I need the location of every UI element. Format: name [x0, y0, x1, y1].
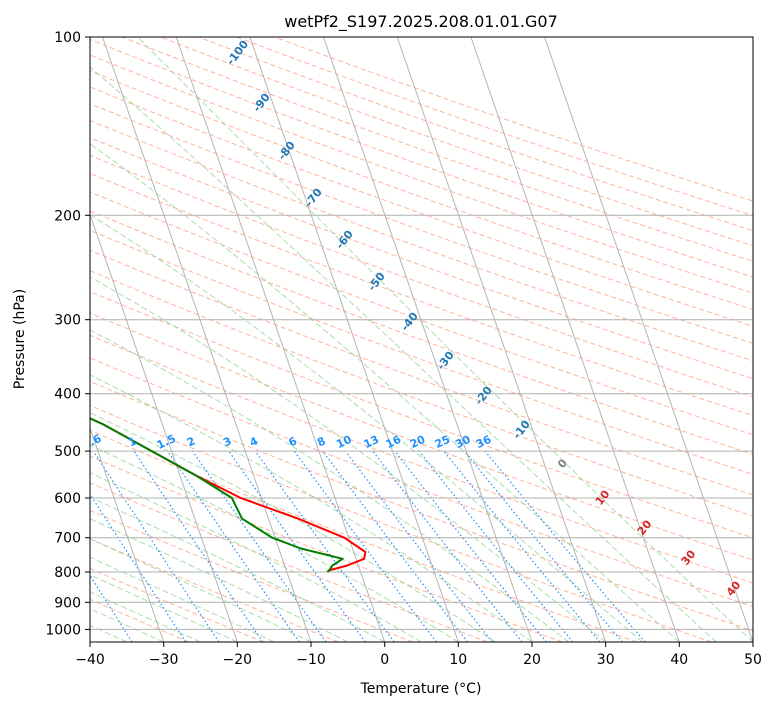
- moist-adiabat-line: [137, 37, 753, 642]
- y-tick-label: 800: [54, 565, 81, 581]
- y-tick-label: 400: [54, 387, 81, 403]
- dry-adiabat-line: [90, 70, 753, 311]
- moist-adiabat-line: [90, 574, 238, 642]
- mixing-ratio-label: 10: [334, 433, 354, 451]
- moist-adiabats: [90, 37, 753, 642]
- dry-adiabats: [90, 37, 753, 642]
- mixing-ratio-label: 13: [362, 433, 381, 451]
- x-tick-label: 50: [744, 652, 762, 668]
- mixing-ratio-label: 20: [408, 433, 428, 451]
- moist-adiabat-line: [90, 591, 201, 642]
- mixing-ratio-line: [394, 450, 547, 642]
- dewpoint-line: [90, 417, 344, 573]
- dry-adiabat-line: [90, 54, 753, 294]
- isotherm-line: [323, 37, 533, 642]
- moist-adiabat-line: [90, 412, 496, 642]
- x-tick-label: −30: [149, 652, 179, 668]
- isotherm-line: [90, 212, 238, 642]
- moist-adiabat-line: [90, 214, 643, 642]
- mixing-ratio-label: 16: [384, 433, 404, 451]
- dry-adiabat-line: [90, 598, 189, 642]
- x-tick-label: 40: [670, 652, 688, 668]
- x-tick-label: 0: [380, 652, 389, 668]
- dry-adiabat-line: [90, 357, 753, 608]
- axes: −40 −30 −20 −10 0 10 20 30 40 50 100 200 300 400 500 60…: [45, 30, 762, 668]
- moist-adiabat-line: [90, 556, 275, 642]
- y-tick-label: 1000: [45, 622, 81, 638]
- dry-adiabat-line: [90, 229, 753, 475]
- isotherm-line: [470, 37, 680, 642]
- y-tick-label: 200: [54, 208, 81, 224]
- moist-adiabat-line: [90, 374, 533, 642]
- x-tick-label: 20: [523, 652, 541, 668]
- y-tick-label: 500: [54, 444, 81, 460]
- moist-adiabat-line: [90, 518, 349, 642]
- isotherm-line: [90, 426, 165, 642]
- isotherm-line: [102, 37, 312, 642]
- plot-area: -100-90-80-70-60-50-40-30-20-100.10.20.4…: [90, 37, 753, 642]
- dry-adiabat-line: [90, 270, 753, 517]
- mixing-ratio-line: [293, 450, 437, 642]
- y-tick-label: 900: [54, 595, 81, 611]
- moist-adiabat-line: [90, 329, 570, 642]
- mixing-ratio-line: [463, 450, 623, 642]
- y-tick-label: 100: [54, 30, 81, 46]
- dry-adiabat-line: [90, 509, 414, 642]
- y-tick-label: 700: [54, 531, 81, 547]
- mixing-ratio-line: [484, 450, 646, 642]
- moist-adiabat-line: [90, 276, 606, 642]
- mixing-ratio-label: 30: [453, 433, 473, 451]
- mixing-ratio-line: [192, 450, 327, 642]
- mixing-ratio-line: [167, 450, 300, 642]
- mixing-ratio-line: [133, 450, 264, 642]
- dry-adiabat-line: [90, 249, 753, 496]
- moist-adiabat-line: [90, 66, 717, 642]
- dry-adiabat-line: [90, 538, 339, 642]
- isotherm-line: [249, 37, 459, 642]
- x-tick-label: −10: [296, 652, 326, 668]
- isotherm-line: [396, 37, 607, 642]
- x-axis-label: Temperature (°C): [360, 681, 482, 697]
- dry-adiabat-line: [90, 380, 753, 632]
- plot-frame: [89, 36, 754, 643]
- moist-adiabat-line: [90, 472, 422, 642]
- x-tick-label: −20: [223, 652, 253, 668]
- mixing-ratio-line: [228, 450, 366, 642]
- x-tick-label: −40: [75, 652, 105, 668]
- profile-lines: [90, 417, 367, 573]
- dry-adiabat-line: [90, 291, 753, 539]
- moist-adiabat-line: [90, 444, 459, 642]
- mixing-ratio-label: 36: [474, 433, 494, 451]
- isotherm-line: [544, 37, 753, 642]
- y-tick-label: 300: [54, 313, 81, 329]
- mixing-ratio-lines: [90, 450, 646, 642]
- y-axis-label: Pressure (hPa): [12, 289, 28, 389]
- mixing-ratio-label: 25: [433, 433, 452, 451]
- x-tick-label: 10: [449, 652, 467, 668]
- dry-adiabat-line: [90, 455, 563, 642]
- temperature-line: [90, 417, 367, 573]
- moist-adiabat-line: [90, 143, 680, 642]
- mixing-ratio-line: [92, 450, 220, 642]
- dry-adiabat-line: [90, 404, 712, 642]
- y-tick-label: 600: [54, 491, 81, 507]
- mixing-ratio-line: [418, 450, 574, 642]
- moist-adiabat-line: [90, 496, 385, 642]
- grid-lines: [90, 37, 753, 642]
- dry-adiabat-line: [90, 334, 753, 584]
- dry-adiabat-line: [90, 482, 488, 642]
- x-tick-label: 30: [597, 652, 615, 668]
- chart-title: wetPf2_S197.2025.208.01.01.G07: [284, 12, 558, 32]
- mixing-ratio-line: [90, 493, 187, 642]
